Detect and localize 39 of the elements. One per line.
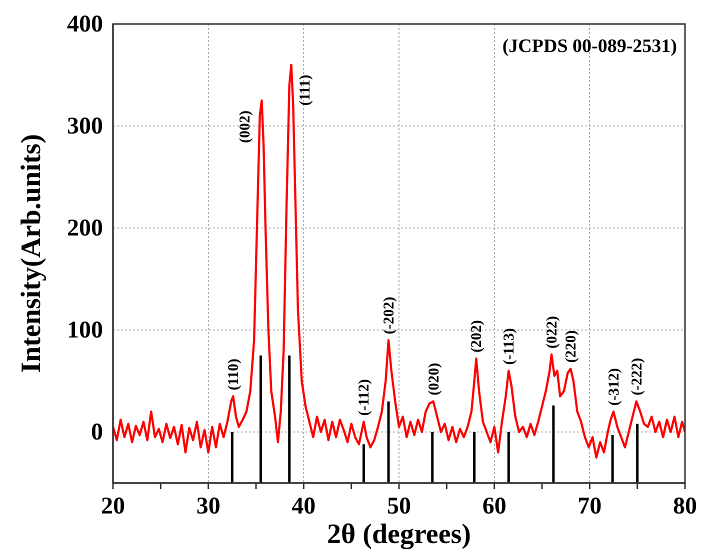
annotation: (020) xyxy=(426,362,442,396)
annotation: (-112) xyxy=(356,379,373,416)
annotation: (202) xyxy=(469,320,486,353)
y-tick-label: 300 xyxy=(67,114,103,140)
annotation: (022) xyxy=(544,316,561,348)
x-tick-label: 60 xyxy=(482,494,506,520)
annotation: (220) xyxy=(564,330,580,363)
bar xyxy=(230,432,234,483)
x-tick-label: 80 xyxy=(673,494,697,520)
y-axis-title: Intensity(Arb.units) xyxy=(16,134,47,373)
bar xyxy=(362,444,365,483)
annotation: (-312) xyxy=(606,368,622,406)
y-tick-label: 0 xyxy=(91,420,103,446)
x-tick-label: 20 xyxy=(101,494,125,520)
bar xyxy=(387,401,390,483)
y-tick-label: 100 xyxy=(67,318,103,344)
bar xyxy=(473,432,476,483)
x-tick-label: 30 xyxy=(196,494,220,520)
y-tick-label: 200 xyxy=(67,216,103,242)
bar xyxy=(507,432,510,483)
annotation: (-113) xyxy=(502,328,518,365)
x-axis-title: 2θ (degrees) xyxy=(327,519,471,550)
bar xyxy=(431,432,434,483)
bar xyxy=(552,405,555,483)
annotation: (111) xyxy=(297,74,314,106)
bar xyxy=(611,435,614,483)
x-tick-label: 40 xyxy=(292,494,316,520)
y-tick-label: 400 xyxy=(67,12,103,38)
bar xyxy=(260,356,262,483)
annotation: (-202) xyxy=(382,296,398,334)
annotation: (JCPDS 00-089-2531) xyxy=(502,36,677,57)
annotation: (110) xyxy=(226,358,242,390)
bar xyxy=(636,424,639,483)
x-tick-label: 70 xyxy=(578,494,602,520)
line-series xyxy=(113,64,685,459)
annotation: (-222) xyxy=(629,358,646,396)
bar xyxy=(288,356,291,483)
annotation: (002) xyxy=(238,110,254,143)
x-tick-label: 50 xyxy=(387,494,411,520)
